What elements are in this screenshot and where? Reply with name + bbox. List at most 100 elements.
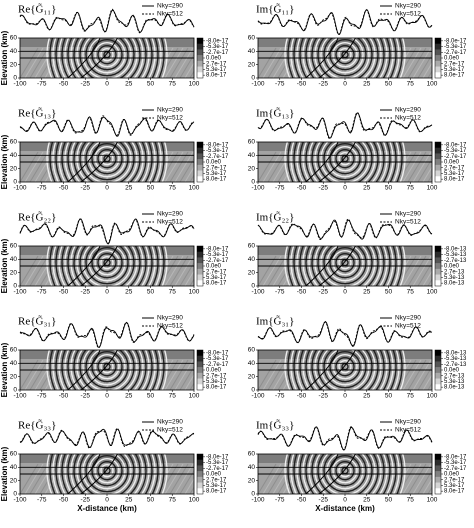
- x-tick-label: 100: [189, 81, 200, 88]
- colorbar-swatch: [435, 274, 441, 281]
- wave-ring: [287, 38, 403, 78]
- colorbar-swatch: [435, 482, 441, 489]
- wave-ring: [284, 246, 406, 286]
- colorbar-label: 8.0e-17: [206, 489, 227, 495]
- legend-label: Nky=290: [157, 107, 183, 114]
- x-tick-label: 75: [169, 393, 177, 400]
- colorbar-swatch: [197, 482, 203, 489]
- legend-label: Nky=290: [157, 3, 183, 10]
- wave-ring: [91, 350, 123, 383]
- wave-ring: [91, 38, 123, 71]
- wave-ring: [293, 350, 397, 390]
- texture: [20, 359, 39, 390]
- texture: [267, 151, 287, 182]
- y-tick-label: 40: [10, 256, 18, 263]
- wave-ring: [100, 359, 114, 374]
- legend-label: Nky=512: [157, 115, 183, 122]
- texture: [39, 359, 59, 390]
- x-tick-label: -25: [319, 81, 329, 88]
- y-tick-label: 40: [248, 256, 256, 263]
- x-tick-label: 25: [363, 185, 371, 192]
- x-tick-label: 75: [169, 289, 177, 296]
- colorbar-swatch: [197, 246, 203, 253]
- wave-ring: [314, 38, 376, 78]
- wave-ring: [82, 350, 132, 390]
- wave-ring: [323, 246, 367, 285]
- legend-label: Nky=290: [395, 3, 421, 10]
- texture: [149, 463, 169, 494]
- legend-label: Nky=290: [395, 107, 421, 114]
- y-tick-label: 60: [248, 451, 256, 458]
- panel-title: Re{G̃₃₁}: [18, 314, 56, 327]
- texture: [387, 359, 407, 390]
- wave-ring: [317, 38, 373, 78]
- wave-ring: [284, 38, 406, 78]
- colorbar-swatch: [197, 142, 203, 149]
- colorbar-label: 5.3e-17: [444, 483, 465, 489]
- y-tick-label: 20: [10, 269, 18, 276]
- wave-ring: [82, 454, 132, 494]
- wave-ring: [88, 142, 126, 178]
- colorbar-swatch: [197, 251, 203, 258]
- x-tick-label: 75: [407, 81, 415, 88]
- texture: [39, 255, 59, 286]
- colorbar-label: -8.0e-13: [444, 246, 467, 252]
- texture: [427, 382, 432, 390]
- texture: [29, 359, 49, 390]
- colorbar-label: -8.0e-17: [444, 454, 467, 460]
- x-tick-label: 75: [169, 497, 177, 504]
- x-tick-label: 75: [407, 289, 415, 296]
- x-tick-label: -75: [275, 393, 285, 400]
- y-axis-label: Elevation (km): [0, 342, 9, 397]
- wave-ring: [323, 454, 367, 493]
- colorbar-swatch: [197, 476, 203, 483]
- panel-title: Re{G̃₃₃}: [18, 418, 56, 431]
- x-tick-label: -100: [251, 185, 264, 192]
- waveform: [19, 321, 195, 348]
- x-tick-label: -75: [275, 497, 285, 504]
- panel-title: Im{G̃₁₃}: [256, 106, 294, 119]
- wave-ring: [85, 38, 129, 77]
- x-tick-label: -100: [251, 81, 264, 88]
- wave-ring: [299, 246, 391, 286]
- colorbar-swatch: [435, 251, 441, 258]
- wave-ring: [64, 142, 150, 182]
- wave-ring: [302, 246, 388, 286]
- x-tick-label: 75: [407, 393, 415, 400]
- x-tick-label: 75: [169, 81, 177, 88]
- x-tick-label: 25: [125, 289, 133, 296]
- legend-label: Nky=512: [395, 219, 421, 226]
- y-tick-label: 20: [248, 269, 256, 276]
- x-tick-label: -50: [297, 497, 307, 504]
- colorbar-swatch: [197, 355, 203, 362]
- colorbar-label: 0.0e0: [444, 160, 460, 166]
- texture: [422, 166, 432, 182]
- wave-ring: [82, 38, 132, 78]
- y-tick-label: 0: [13, 387, 17, 394]
- x-tick-label: 25: [363, 393, 371, 400]
- wave-ring: [305, 350, 385, 390]
- wave-ring: [100, 151, 114, 166]
- x-tick-label: -50: [59, 289, 69, 296]
- colorbar-label: 2.7e-17: [444, 477, 465, 483]
- wave-ring: [296, 246, 394, 286]
- colorbar-label: 2.7e-17: [206, 373, 227, 379]
- wave-ring: [314, 142, 376, 182]
- wave-ring: [85, 454, 129, 493]
- y-tick-label: 60: [248, 347, 256, 354]
- waveform: [19, 115, 195, 136]
- legend-label: Nky=512: [395, 11, 421, 18]
- colorbar-label: 8.0e-17: [444, 177, 465, 183]
- wave-ring: [79, 142, 135, 182]
- y-tick-label: 0: [251, 491, 255, 498]
- texture: [174, 151, 194, 182]
- y-tick-label: 40: [10, 48, 18, 55]
- wave-ring: [284, 454, 406, 494]
- wave-ring: [64, 38, 150, 78]
- texture: [427, 70, 432, 78]
- y-tick-label: 20: [10, 477, 18, 484]
- y-tick-label: 20: [10, 373, 18, 380]
- x-axis-label: X-distance (km): [77, 504, 137, 513]
